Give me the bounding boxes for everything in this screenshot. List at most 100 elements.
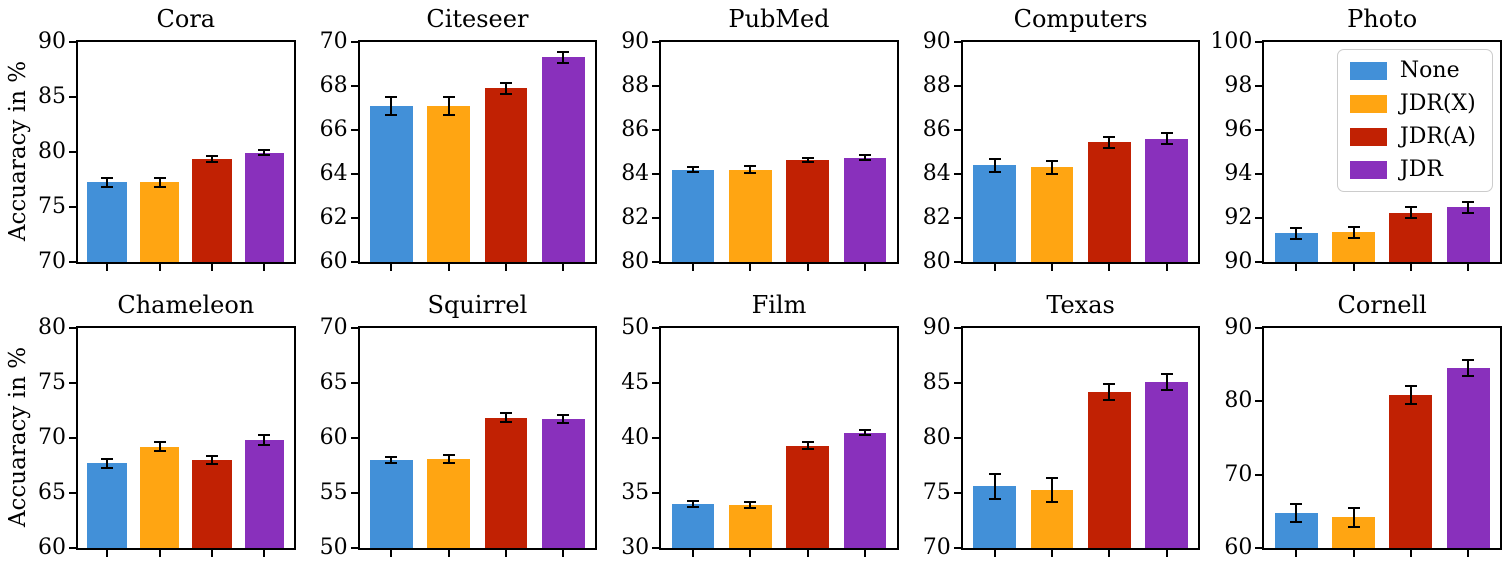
y-tick-label: 70: [1224, 461, 1253, 487]
x-tick-mark: [749, 264, 752, 271]
bar-jdr: [541, 418, 585, 548]
error-bar-cap-bottom: [500, 92, 512, 95]
y-tick-label: 75: [922, 480, 951, 505]
x-tick-mark: [562, 264, 565, 271]
subplot-title: Film: [751, 291, 807, 319]
error-bar-cap-top: [1160, 132, 1173, 135]
error-bar-line: [1467, 360, 1470, 377]
error-bar: [1347, 506, 1361, 528]
bar-none: [87, 182, 127, 262]
subplot-cornell: Cornell 60 70 80 90: [1206, 286, 1508, 572]
y-tick-mark: [1255, 327, 1263, 329]
y-axis-label: Accuaracy in %: [5, 346, 31, 528]
y-tick-mark: [69, 382, 76, 384]
error-bar-cap-bottom: [1045, 500, 1058, 503]
legend-swatch-jdr: [1349, 161, 1387, 179]
error-bar-line: [749, 501, 752, 509]
y-tick-label: 60: [38, 535, 66, 560]
y-tick-label: 50: [319, 535, 348, 560]
y-tick-label: 70: [319, 29, 348, 54]
error-bar: [988, 473, 1002, 500]
y-tick-mark: [652, 217, 660, 219]
error-bar-cap-top: [1347, 225, 1360, 228]
bar-jdra: [1087, 142, 1131, 262]
y-tick-label: 86: [621, 117, 650, 142]
y-tick-label: 80: [1224, 388, 1253, 414]
subplot-title: Squirrel: [427, 291, 528, 319]
error-bar: [988, 157, 1002, 173]
error-bar-line: [158, 177, 161, 187]
error-bar-line: [1352, 507, 1355, 527]
bar-none: [369, 105, 413, 262]
error-bar-line: [691, 167, 694, 172]
error-bar-cap-top: [153, 441, 166, 444]
subplot-pubmed: PubMed 80 82 84 86 88 90: [603, 0, 905, 286]
subplot-title: Computers: [1013, 5, 1148, 33]
x-tick-mark: [1409, 550, 1412, 557]
bar-jdr: [843, 157, 887, 262]
legend-entry-jdrx: JDR(X): [1349, 93, 1476, 115]
y-tick-mark: [652, 41, 660, 43]
y-tick-label: 50: [621, 315, 650, 340]
y-tick-label: 84: [621, 161, 650, 186]
error-bar: [1289, 226, 1303, 240]
x-tick-mark: [447, 264, 450, 271]
error-bar-cap-bottom: [1462, 375, 1475, 378]
error-bar: [499, 81, 513, 95]
y-tick-mark: [69, 206, 76, 208]
error-bar-cap-top: [1290, 503, 1303, 506]
error-bar: [686, 499, 700, 509]
y-tick-mark: [69, 547, 76, 549]
error-bar-cap-bottom: [988, 497, 1001, 500]
x-tick-mark: [562, 550, 565, 557]
bar-jdrx: [427, 105, 471, 262]
error-bar-cap-top: [744, 165, 757, 168]
error-bar-line: [1108, 136, 1111, 148]
error-bar-cap-bottom: [205, 462, 218, 465]
y-tick-mark: [652, 129, 660, 131]
error-bar-line: [691, 500, 694, 508]
y-tick-mark: [953, 547, 961, 549]
y-tick-label: 90: [922, 315, 951, 340]
error-bar-cap-bottom: [744, 171, 757, 174]
error-bar: [1160, 132, 1174, 146]
y-tick-label: 75: [38, 194, 66, 219]
bar-jdra: [192, 460, 232, 548]
error-bar-line: [505, 413, 507, 423]
x-tick-mark: [390, 264, 393, 271]
y-tick-mark: [1255, 261, 1263, 263]
error-bar-cap-top: [858, 428, 871, 431]
bar-jdrx: [139, 446, 180, 548]
error-bar-cap-top: [686, 499, 699, 502]
error-bar-cap-bottom: [101, 185, 114, 188]
x-tick-mark: [1108, 550, 1111, 557]
y-tick-label: 70: [922, 535, 951, 560]
bar-jdra: [786, 159, 830, 262]
error-bar-cap-bottom: [1404, 217, 1417, 219]
plot-area: 50 55 60 65 70: [320, 317, 598, 559]
y-tick-label: 96: [1224, 117, 1253, 142]
y-tick-label: 90: [38, 29, 66, 54]
error-bar-cap-top: [1404, 384, 1417, 387]
bar-jdrx: [1030, 167, 1074, 262]
y-tick-mark: [350, 85, 358, 87]
y-tick-label: 40: [621, 425, 650, 450]
error-bar: [801, 441, 815, 450]
error-bar-cap-top: [205, 455, 218, 458]
y-tick-label: 65: [38, 480, 66, 505]
y-tick-mark: [69, 261, 76, 263]
error-bar: [205, 455, 219, 465]
x-tick-mark: [1050, 550, 1053, 557]
legend: None JDR(X) JDR(A) JDR: [1336, 49, 1493, 192]
plot-area: 80 82 84 86 88 90: [621, 31, 899, 273]
bar-jdra: [484, 417, 528, 548]
subplot-title: Citeseer: [426, 5, 529, 33]
error-bar-line: [562, 414, 565, 423]
error-bar-cap-bottom: [858, 158, 871, 161]
subplot-chameleon: Chameleon Accuaracy in % 60 65 70 75 80: [0, 286, 302, 572]
legend-entry-none: None: [1349, 60, 1476, 82]
error-bar: [100, 457, 114, 469]
y-tick-label: 64: [319, 161, 348, 186]
x-tick-mark: [447, 550, 450, 557]
error-bar-cap-bottom: [988, 170, 1001, 173]
